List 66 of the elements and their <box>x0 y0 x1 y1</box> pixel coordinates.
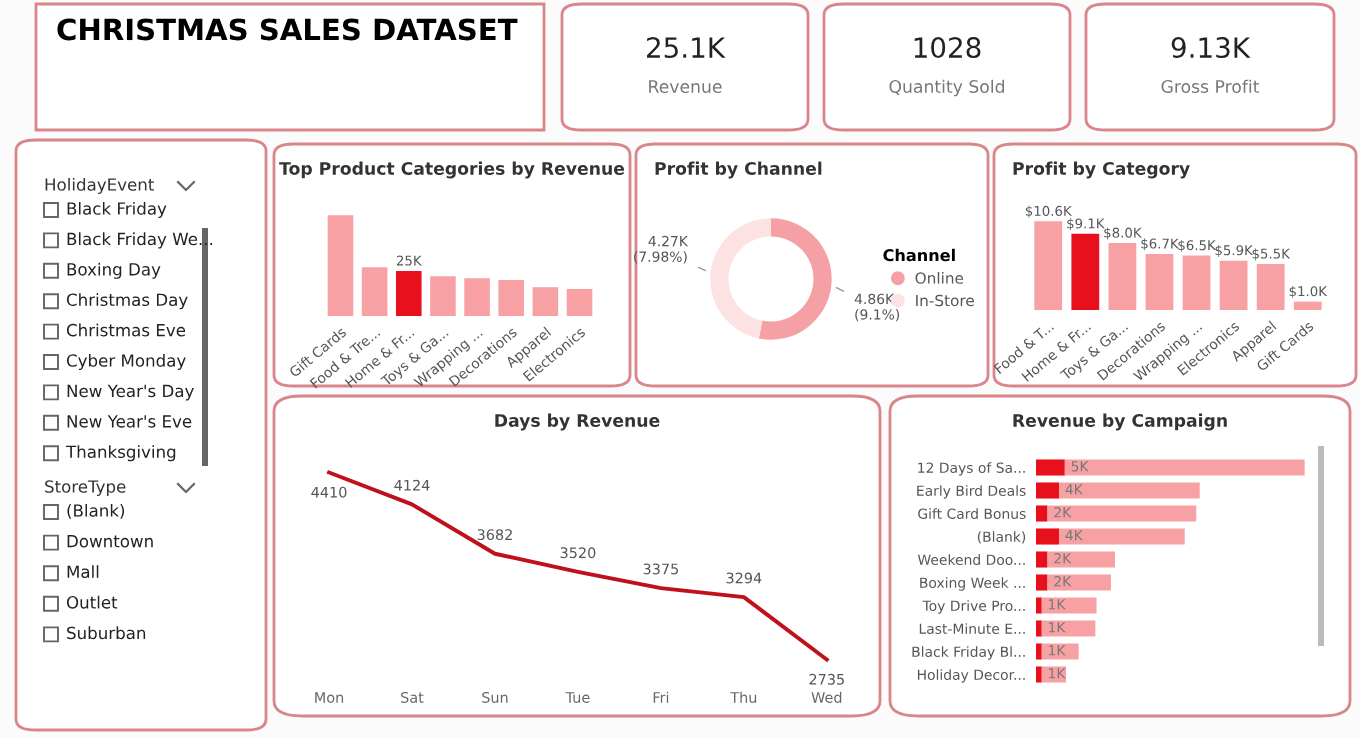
text: StoreType <box>45 480 126 497</box>
bar <box>361 267 388 316</box>
bar <box>1036 597 1042 614</box>
chart-title: Days by Revenue <box>495 413 660 431</box>
bar <box>1064 459 1305 476</box>
bar <box>1036 666 1042 683</box>
bar <box>1182 255 1211 310</box>
bar <box>1047 551 1115 568</box>
bar <box>1036 643 1042 660</box>
text: New Year's Eve <box>67 415 192 428</box>
text: (Blank) <box>67 503 125 519</box>
legend-title: Channel <box>883 248 955 262</box>
bar <box>430 276 456 316</box>
bar <box>1036 574 1048 591</box>
text: HolidayEvent <box>45 177 154 195</box>
bar <box>1036 551 1048 568</box>
text: Thanksgiving <box>65 445 176 462</box>
bar <box>498 279 525 316</box>
text: 25.1K <box>647 37 726 59</box>
chart-title: Revenue by Campaign <box>1013 413 1227 431</box>
text: Mall <box>67 565 99 579</box>
text: New Year's Day <box>67 384 194 401</box>
bar <box>1041 597 1097 614</box>
text: 1028 <box>914 37 981 59</box>
bar <box>1071 233 1100 310</box>
bar <box>395 270 422 316</box>
text: Revenue <box>649 80 722 93</box>
chart-title: Top Product Categories by Revenue <box>279 161 625 179</box>
bar <box>566 288 593 316</box>
bar <box>327 215 354 316</box>
bar <box>1041 643 1079 660</box>
chart-title: Profit by Channel <box>655 161 822 179</box>
bar <box>1036 505 1048 522</box>
bar <box>1256 263 1285 310</box>
bar <box>1108 243 1137 310</box>
bar <box>1047 574 1111 591</box>
donut-slice <box>758 218 832 340</box>
text: Suburban <box>67 626 146 640</box>
text: Black Friday <box>67 201 167 219</box>
bar <box>464 278 490 316</box>
text: Cyber Monday <box>66 353 186 371</box>
bar <box>1041 666 1066 683</box>
text: 9.13K <box>1171 37 1251 59</box>
bar <box>1219 260 1248 310</box>
bar <box>1059 528 1185 545</box>
text: Christmas Eve <box>66 323 186 337</box>
text: Boxing Day <box>67 262 161 279</box>
bar <box>1047 505 1197 522</box>
text: Christmas Day <box>66 293 188 310</box>
bar <box>1036 482 1060 499</box>
bar <box>1036 528 1060 545</box>
chart-title: Profit by Category <box>1013 161 1190 179</box>
bar <box>1036 620 1042 637</box>
bar <box>1034 221 1063 310</box>
text: Outlet <box>66 595 118 609</box>
text: Downtown <box>67 535 153 548</box>
bar <box>1059 482 1200 499</box>
bar <box>532 287 559 316</box>
text: CHRISTMAS SALES DATASET <box>57 18 518 41</box>
text: Quantity Sold <box>889 79 1004 97</box>
bar <box>1036 459 1065 476</box>
text: Gross Profit <box>1161 79 1260 93</box>
bar <box>1041 620 1096 637</box>
donut-slice <box>710 218 771 339</box>
bar <box>1293 301 1322 310</box>
bar <box>1145 253 1174 310</box>
